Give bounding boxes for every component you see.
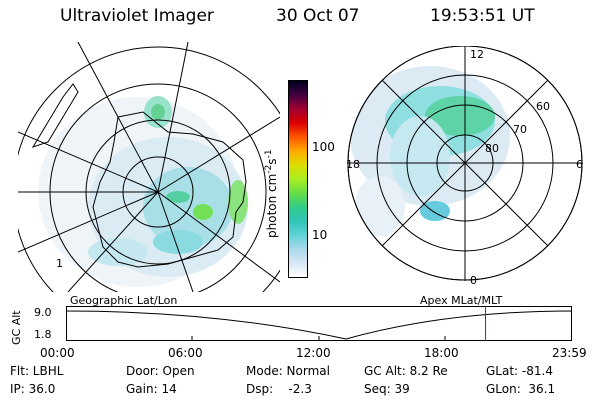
mlat-label-60: 60 [536, 100, 550, 113]
timeline-xtick-1200: 12:00 [296, 346, 331, 360]
colorbar [288, 80, 308, 278]
status-mode: Mode: Normal [246, 364, 330, 378]
status-door: Door: Open [126, 364, 195, 378]
timeline-xtick-0600: 06:00 [168, 346, 203, 360]
status-filter: Flt: LBHL [10, 364, 64, 378]
geo-map-label: Geographic Lat/Lon [70, 294, 178, 307]
status-ip: IP: 36.0 [10, 382, 56, 396]
mlt-label-12: 12 [470, 48, 484, 61]
instrument-title: Ultraviolet Imager [60, 6, 214, 26]
colorbar-tick-100: 100 [312, 140, 335, 154]
timeline-plot [66, 306, 572, 341]
mlt-label-18: 18 [346, 158, 360, 171]
mlat-label-70: 70 [513, 123, 527, 136]
geographic-map: 1 [18, 42, 280, 292]
status-glon: GLon: 36.1 [486, 382, 556, 396]
mlt-label-0: 0 [470, 274, 477, 286]
date-label: 30 Oct 07 [276, 6, 360, 26]
status-dsp: Dsp: -2.3 [246, 382, 312, 396]
mlt-label-6: 6 [576, 158, 583, 171]
status-gc-alt: GC Alt: 8.2 Re [364, 364, 448, 378]
timeline-xtick-1800: 18:00 [424, 346, 459, 360]
apex-map: 12 0 18 6 60 70 80 [346, 46, 583, 286]
status-seq: Seq: 39 [364, 382, 410, 396]
timeline-ytick-low: 1.8 [34, 328, 52, 341]
geo-small-mark: 1 [56, 257, 63, 270]
altitude-curve [66, 310, 572, 340]
mlat-label-80: 80 [485, 142, 499, 155]
timeline-ylabel: GC Alt [10, 310, 23, 345]
geo-meridians [18, 42, 280, 292]
antarctica-outline [92, 111, 247, 268]
timeline-xtick-2359: 23:59 [552, 346, 587, 360]
apex-map-label: Apex MLat/MLT [420, 294, 503, 307]
time-label: 19:53:51 UT [430, 6, 535, 26]
colorbar-unit-label: photon cm-2s-1 [264, 149, 279, 238]
geo-aurora-image [38, 96, 248, 287]
status-glat: GLat: -81.4 [486, 364, 553, 378]
apex-mlt-lines [347, 46, 583, 281]
timeline-xtick-0000: 00:00 [40, 346, 75, 360]
status-gain: Gain: 14 [126, 382, 177, 396]
timeline-ytick-high: 9.0 [34, 306, 52, 319]
colorbar-tick-10: 10 [312, 228, 328, 242]
